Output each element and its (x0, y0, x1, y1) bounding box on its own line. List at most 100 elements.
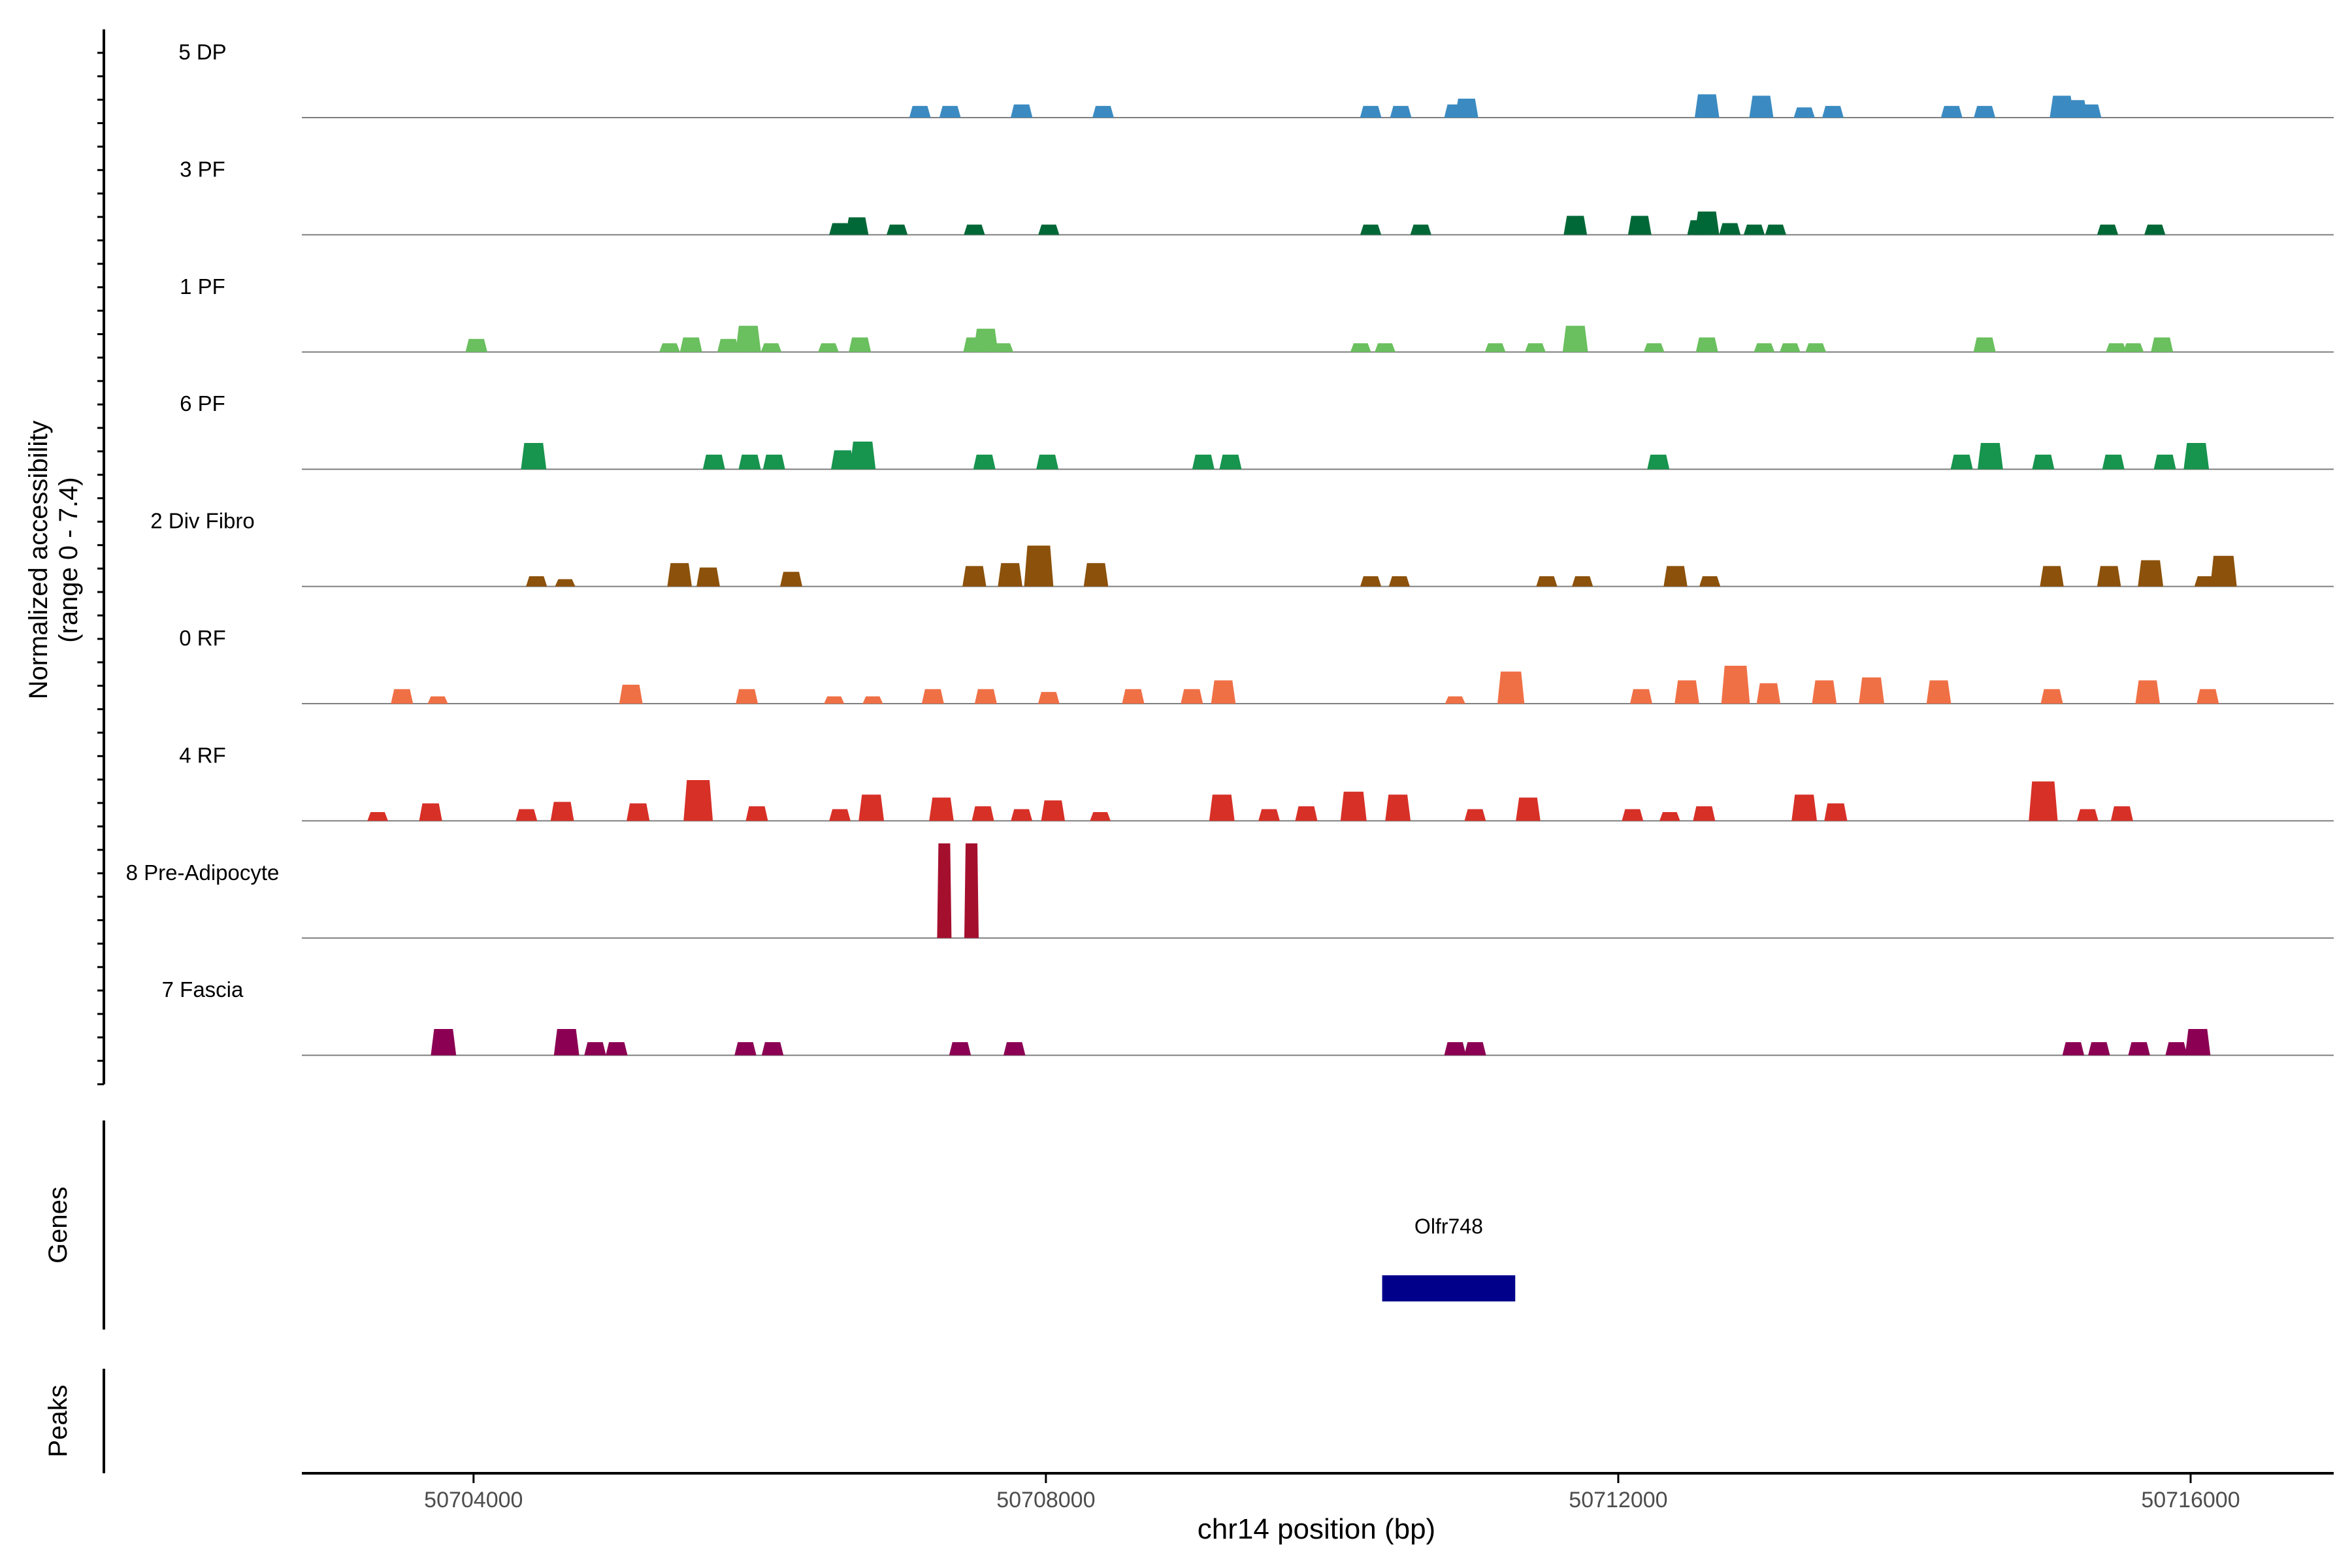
coverage-peak (1258, 809, 1280, 821)
track-label: 7 Fascia (162, 977, 244, 1002)
gene-body (1382, 1275, 1516, 1301)
coverage-peak (1360, 106, 1382, 118)
coverage-peak (1756, 683, 1781, 704)
coverage-peak (431, 1029, 457, 1056)
track-label: 5 DP (178, 40, 226, 64)
coverage-peak (2088, 1042, 2110, 1056)
coverage-peak (937, 843, 952, 938)
coverage-peak (1693, 806, 1716, 821)
coverage-peak (555, 579, 576, 587)
coverage-peak (367, 812, 388, 821)
x-axis: 50704000 50708000 50712000 50716000 (302, 1472, 2334, 1512)
coverage-peak (829, 223, 851, 235)
coverage-peak (679, 337, 702, 352)
coverage-peak (745, 806, 768, 821)
y-axis (97, 29, 105, 1086)
coverage-peak (2138, 560, 2164, 587)
coverage-peak (1812, 680, 1837, 704)
coverage-peak (1824, 803, 1848, 821)
coverage-peak (761, 1042, 784, 1056)
coverage-peak (1454, 99, 1478, 118)
coverage-peak (780, 572, 803, 587)
coverage-peak (964, 843, 979, 938)
coverage-peak (1444, 1042, 1466, 1056)
coverage-peak (818, 343, 839, 352)
y-axis-label-line1: Normalized accessibility (24, 421, 53, 700)
coverage-peak (1721, 666, 1750, 704)
y-axis-label-line2: (range 0 - 7.4) (54, 477, 83, 642)
track-label: 4 RF (179, 743, 226, 767)
genes-track-label: Genes (44, 1186, 73, 1264)
coverage-peak (1940, 106, 1963, 118)
coverage-peak (1464, 809, 1486, 821)
coverage-peak (2040, 566, 2064, 587)
coverage-peak (909, 106, 931, 118)
coverage-peak (1743, 224, 1765, 235)
coverage-peak (1536, 576, 1558, 587)
coverage-peak (2040, 689, 2063, 704)
track-1-pf: 1 PF (180, 274, 2334, 353)
coverage-peak (1562, 325, 1588, 352)
track-3-pf: 3 PF (180, 157, 2334, 236)
coverage-peak (929, 797, 954, 821)
coverage-peak (515, 809, 538, 821)
coverage-peak (1484, 343, 1506, 352)
coverage-peak (1525, 343, 1546, 352)
coverage-peak (974, 689, 997, 704)
x-tick-label: 50704000 (424, 1488, 523, 1512)
gene-label: Olfr748 (1414, 1215, 1483, 1238)
coverage-peak (1659, 812, 1680, 821)
coverage-peak (427, 696, 448, 704)
coverage-peak (1024, 546, 1054, 587)
coverage-peak (992, 343, 1013, 352)
coverage-peak (939, 106, 961, 118)
coverage-peak (1209, 794, 1235, 821)
coverage-peak (2097, 566, 2121, 587)
track-label: 6 PF (180, 391, 225, 416)
coverage-peak (1497, 671, 1525, 704)
coverage-peak (1192, 454, 1215, 470)
coverage-peak (1340, 791, 1367, 821)
track-label: 3 PF (180, 157, 225, 181)
coverage-peak (1695, 337, 1718, 352)
coverage-peak (972, 806, 994, 821)
coverage-peak (962, 566, 987, 587)
coverage-peak (2106, 343, 2127, 352)
coverage-peak (1977, 443, 2003, 470)
coverage-peak (2032, 454, 2055, 470)
coverage-peak (2128, 1042, 2150, 1056)
coverage-peak (1181, 689, 1203, 704)
coverage-tracks: 5 DP 3 PF 1 PF 6 PF 2 Div Fibro 0 RF 4 RF 8 Pre… (126, 40, 2334, 1056)
coverage-peak (1694, 211, 1720, 235)
coverage-peak (830, 450, 855, 470)
coverage-peak (1385, 794, 1411, 821)
coverage-peak (1643, 343, 1665, 352)
coverage-peak (2197, 689, 2219, 704)
coverage-peak (584, 1042, 606, 1056)
coverage-peak (738, 454, 761, 470)
coverage-peak (1219, 454, 1242, 470)
coverage-peak (1793, 107, 1815, 118)
coverage-peak (2185, 1029, 2211, 1056)
coverage-peak (862, 696, 883, 704)
coverage-peak (1122, 689, 1145, 704)
coverage-peak (921, 689, 944, 704)
coverage-peak (553, 1029, 580, 1056)
peaks-track: Peaks (44, 1369, 105, 1473)
coverage-peak (829, 809, 851, 821)
coverage-peak (1388, 576, 1410, 587)
coverage-peak (683, 779, 713, 821)
coverage-peak (1973, 337, 1996, 352)
coverage-peak (1572, 576, 1593, 587)
track-5-dp: 5 DP (178, 40, 2334, 118)
coverage-peak (2183, 443, 2210, 470)
x-tick-label: 50708000 (996, 1488, 1095, 1512)
coverage-peak (2029, 781, 2058, 821)
track-7-fascia: 7 Fascia (162, 977, 2334, 1056)
coverage-peak (391, 689, 414, 704)
coverage-peak (1037, 692, 1060, 704)
coverage-peak (1410, 224, 1431, 235)
coverage-peak (2210, 555, 2237, 587)
